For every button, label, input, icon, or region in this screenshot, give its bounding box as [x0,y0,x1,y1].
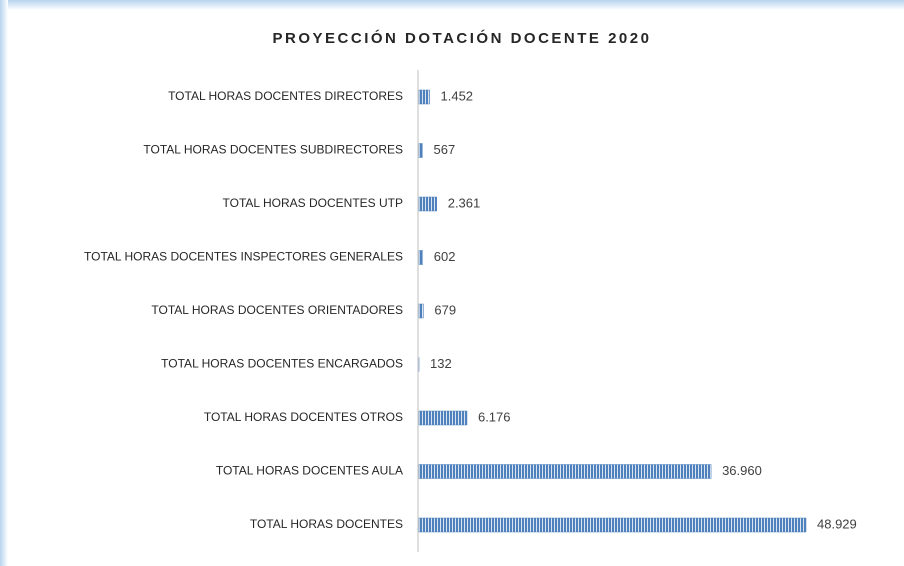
value-label: 48.929 [817,516,857,531]
value-label: 1.452 [441,88,474,103]
bar [418,410,468,426]
category-label: TOTAL HORAS DOCENTES ORIENTADORES [151,303,403,317]
category-label: TOTAL HORAS DOCENTES [250,517,403,531]
bar [418,89,430,105]
bar [418,250,424,265]
category-label: TOTAL HORAS DOCENTES INSPECTORES GENERAL… [84,250,403,264]
category-label: TOTAL HORAS DOCENTES AULA [216,464,403,478]
category-label: TOTAL HORAS DOCENTES OTROS [204,410,403,424]
value-label: 679 [434,302,456,317]
frame-top [0,0,904,10]
category-label: TOTAL HORAS DOCENTES ENCARGADOS [161,357,403,371]
bar [418,196,437,212]
value-label: 602 [434,249,456,264]
bar [418,464,712,479]
bar [418,517,807,533]
category-label: TOTAL HORAS DOCENTES UTP [223,196,403,210]
frame-left [0,0,8,566]
category-label: TOTAL HORAS DOCENTES SUBDIRECTORES [143,143,403,157]
value-label: 36.960 [722,463,762,478]
value-label: 132 [430,356,452,371]
chart-title: PROYECCIÓN DOTACIÓN DOCENTE 2020 [273,29,652,47]
value-label: 2.361 [448,195,481,210]
value-label: 6.176 [478,409,511,424]
category-label: TOTAL HORAS DOCENTES DIRECTORES [168,89,403,103]
value-label: 567 [433,142,455,157]
bar [418,303,424,319]
bar [418,143,423,158]
